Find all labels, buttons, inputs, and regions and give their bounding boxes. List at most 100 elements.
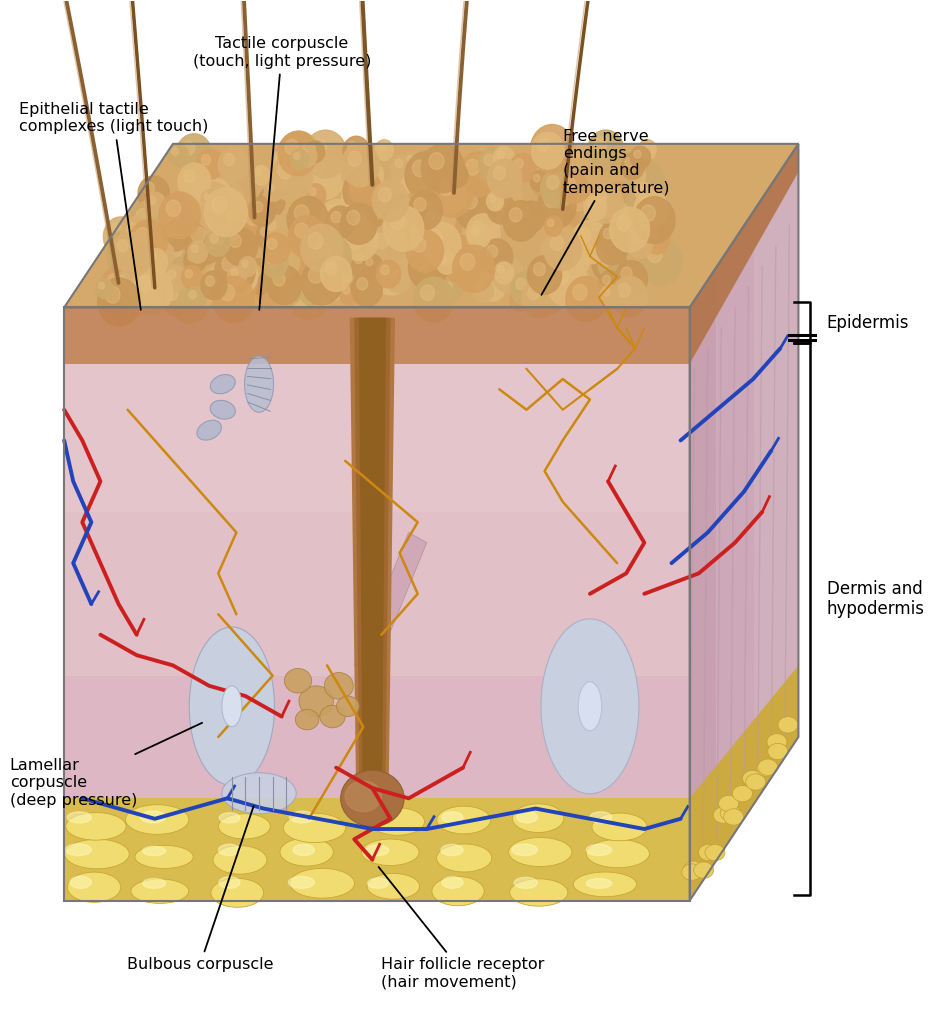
Circle shape (305, 140, 325, 163)
Circle shape (351, 271, 382, 306)
Polygon shape (64, 307, 690, 512)
Circle shape (648, 229, 658, 240)
Ellipse shape (142, 846, 166, 856)
Polygon shape (354, 532, 427, 676)
Circle shape (487, 160, 522, 198)
Circle shape (151, 212, 163, 225)
Ellipse shape (590, 812, 612, 823)
Circle shape (375, 139, 393, 161)
Ellipse shape (201, 650, 263, 763)
Ellipse shape (512, 804, 564, 833)
Circle shape (459, 219, 502, 266)
Circle shape (532, 132, 564, 169)
Circle shape (182, 265, 202, 289)
Polygon shape (690, 266, 717, 900)
Circle shape (382, 218, 397, 234)
Circle shape (492, 198, 502, 209)
Circle shape (115, 239, 130, 256)
Ellipse shape (341, 770, 404, 826)
Circle shape (294, 153, 300, 160)
Circle shape (416, 151, 435, 171)
Circle shape (476, 163, 509, 200)
Circle shape (641, 205, 655, 221)
Circle shape (597, 287, 605, 296)
Circle shape (263, 191, 272, 203)
Circle shape (441, 236, 484, 284)
Circle shape (471, 227, 479, 237)
Circle shape (278, 175, 290, 189)
Ellipse shape (745, 774, 766, 791)
Polygon shape (354, 317, 391, 788)
Circle shape (223, 227, 258, 266)
Circle shape (118, 240, 128, 252)
Ellipse shape (66, 813, 126, 840)
Circle shape (511, 272, 541, 306)
Circle shape (616, 286, 626, 297)
Circle shape (432, 209, 441, 220)
Circle shape (213, 206, 220, 214)
Circle shape (376, 206, 409, 244)
Circle shape (222, 221, 254, 258)
Ellipse shape (218, 814, 270, 839)
Circle shape (414, 198, 426, 211)
Circle shape (327, 206, 368, 252)
Circle shape (544, 242, 550, 250)
Circle shape (555, 267, 594, 310)
Circle shape (191, 226, 205, 243)
Circle shape (586, 238, 606, 259)
Ellipse shape (140, 811, 166, 823)
Circle shape (408, 190, 442, 229)
Circle shape (482, 169, 493, 182)
Circle shape (121, 240, 135, 255)
Circle shape (566, 190, 601, 230)
Circle shape (355, 177, 366, 189)
Circle shape (603, 289, 610, 296)
Circle shape (638, 167, 646, 175)
Circle shape (259, 168, 299, 214)
Circle shape (467, 214, 500, 252)
Circle shape (481, 239, 513, 274)
Circle shape (138, 275, 152, 292)
Circle shape (144, 205, 180, 245)
Circle shape (407, 213, 435, 245)
Ellipse shape (732, 785, 753, 802)
Circle shape (263, 215, 288, 245)
Circle shape (258, 186, 285, 217)
Circle shape (410, 214, 438, 246)
Circle shape (484, 154, 494, 166)
Circle shape (375, 210, 416, 256)
Circle shape (277, 252, 286, 263)
Circle shape (301, 259, 343, 305)
Circle shape (389, 167, 419, 201)
Circle shape (295, 280, 310, 296)
Circle shape (285, 139, 298, 155)
Circle shape (566, 178, 575, 188)
Circle shape (178, 288, 191, 303)
Circle shape (220, 285, 234, 301)
Circle shape (117, 271, 134, 291)
Ellipse shape (514, 878, 537, 889)
Circle shape (192, 182, 232, 228)
Circle shape (309, 187, 316, 196)
Circle shape (245, 259, 276, 294)
Circle shape (271, 150, 295, 177)
Circle shape (338, 270, 367, 304)
Circle shape (610, 207, 649, 252)
Circle shape (197, 145, 214, 164)
Ellipse shape (131, 879, 189, 903)
Circle shape (455, 184, 497, 231)
Circle shape (602, 258, 609, 266)
Circle shape (598, 223, 626, 253)
Circle shape (377, 256, 392, 272)
Circle shape (478, 269, 506, 301)
Polygon shape (359, 317, 386, 788)
Circle shape (618, 284, 630, 297)
Circle shape (633, 162, 656, 187)
Circle shape (624, 160, 665, 207)
Circle shape (497, 151, 504, 159)
Circle shape (483, 275, 493, 286)
Ellipse shape (198, 642, 266, 770)
Circle shape (406, 177, 419, 193)
Circle shape (428, 237, 450, 261)
Circle shape (580, 198, 618, 242)
